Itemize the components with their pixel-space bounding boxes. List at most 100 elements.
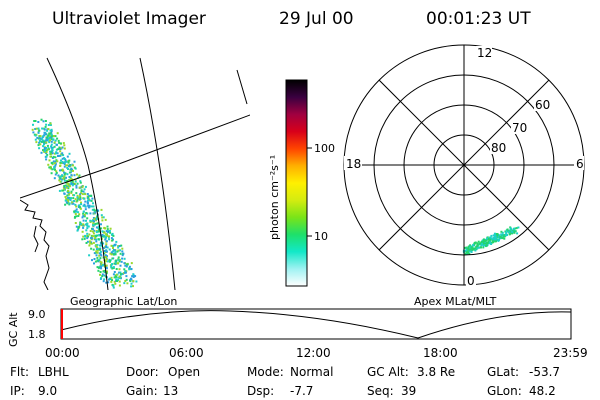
aurora-pixel: [95, 230, 98, 232]
aurora-pixel: [121, 257, 124, 260]
aurora-pixel: [43, 147, 46, 149]
aurora-pixel: [47, 124, 50, 126]
aurora-pixel: [89, 199, 92, 202]
aurora-pixel: [125, 275, 128, 278]
aurora-pixel: [68, 193, 71, 196]
aurora-pixel: [95, 231, 98, 234]
aurora-pixel: [68, 183, 71, 186]
label-bg: [511, 121, 529, 134]
aurora-pixel: [90, 205, 93, 208]
aurora-pixel: [85, 242, 88, 244]
aurora-pixel: [64, 203, 67, 206]
altitude-plot-frame: [60, 308, 572, 340]
aurora-pixel: [50, 140, 53, 143]
aurora-pixel: [84, 205, 87, 208]
aurora-pixel: [95, 250, 98, 253]
aurora-pixel: [119, 252, 122, 255]
aurora-pixel: [124, 264, 127, 267]
aurora-pixel: [62, 162, 65, 165]
longitude-line: [139, 57, 176, 290]
aurora-pixel: [118, 260, 121, 263]
aurora-pixel: [111, 267, 114, 270]
aurora-pixel: [96, 217, 98, 220]
aurora-pixel: [57, 148, 60, 151]
aurora-pixel: [54, 139, 57, 142]
aurora-pixel: [67, 182, 70, 185]
aurora-pixel: [52, 155, 55, 158]
aurora-pixel: [495, 235, 498, 238]
aurora-pixel: [90, 242, 93, 245]
aurora-pixel: [468, 252, 471, 255]
aurora-pixel: [52, 146, 55, 149]
aurora-pixel: [89, 242, 92, 245]
dsp-label: Dsp:: [247, 384, 274, 398]
aurora-pixel: [62, 177, 65, 180]
aurora-pixel: [86, 217, 89, 220]
aurora-pixel: [464, 252, 467, 255]
aurora-pixel: [45, 149, 48, 152]
aurora-pixel: [63, 163, 66, 166]
lat-label-70: 70: [512, 121, 527, 135]
aurora-pixel: [59, 180, 62, 183]
aurora-pixel: [490, 237, 493, 240]
altitude-plot: GC Alt 9.0 1.8 00:00 06:00 12:00 18:00 2…: [7, 308, 588, 360]
aurora-pixel: [91, 235, 94, 238]
aurora-pixel: [63, 179, 66, 182]
aurora-pixel: [54, 164, 57, 167]
colorbar-tick-label-100: 100: [314, 142, 335, 155]
aurora-pixel: [499, 235, 502, 238]
colorbar-tick-label-10: 10: [314, 230, 328, 243]
aurora-pixel: [67, 197, 70, 199]
aurora-pixel: [99, 253, 102, 256]
aurora-pixel: [113, 280, 116, 283]
aurora-pixel: [59, 176, 62, 179]
aurora-pixel: [112, 286, 115, 289]
aurora-pixel: [104, 254, 107, 257]
mode-value: Normal: [290, 365, 333, 379]
label-bg: [490, 141, 508, 154]
glon-label: GLon:: [487, 384, 522, 398]
aurora-pixel: [134, 275, 137, 278]
aurora-pixel: [75, 215, 78, 218]
aurora-pixel: [54, 162, 56, 165]
aurora-pixel: [96, 222, 99, 225]
aurora-pixel: [493, 232, 496, 235]
aurora-pixel: [101, 219, 104, 222]
aurora-pixel: [471, 247, 474, 250]
aurora-pixel: [85, 229, 88, 232]
aurora-pixel: [474, 249, 477, 252]
aurora-pixel: [85, 223, 87, 226]
aurora-pixel: [123, 257, 126, 260]
aurora-pixel: [68, 165, 71, 168]
aurora-pixel: [125, 278, 128, 281]
aurora-pixel: [79, 180, 82, 183]
mlt-label-0: 0: [467, 274, 475, 288]
aurora-pixel: [55, 148, 58, 151]
aurora-pixel: [79, 198, 82, 200]
mlt-label-12: 12: [477, 46, 492, 60]
door-value: Open: [168, 365, 200, 379]
aurora-pixel: [69, 199, 72, 202]
aurora-pixel: [62, 142, 65, 145]
aurora-pixel: [74, 209, 77, 212]
aurora-pixel: [130, 262, 133, 265]
aurora-pixel: [78, 175, 81, 178]
aurora-pixel: [70, 174, 73, 177]
aurora-pixel: [67, 199, 69, 202]
aurora-pixel: [469, 247, 472, 250]
aurora-pixel: [115, 240, 118, 243]
aurora-pixel: [120, 244, 123, 247]
aurora-pixel: [75, 208, 78, 211]
aurora-pixel: [123, 268, 126, 271]
aurora-pixel: [49, 124, 52, 126]
aurora-pixel: [81, 193, 84, 196]
aurora-pixel: [82, 204, 85, 207]
aurora-pixel: [49, 136, 52, 139]
aurora-pixel: [130, 282, 133, 285]
aurora-pixel: [88, 240, 91, 243]
time-tick-0600: 06:00: [169, 346, 204, 360]
aurora-pixel: [507, 231, 510, 234]
aurora-pixel: [90, 194, 93, 197]
aurora-pixel: [105, 249, 108, 252]
aurora-pixel: [92, 202, 94, 205]
